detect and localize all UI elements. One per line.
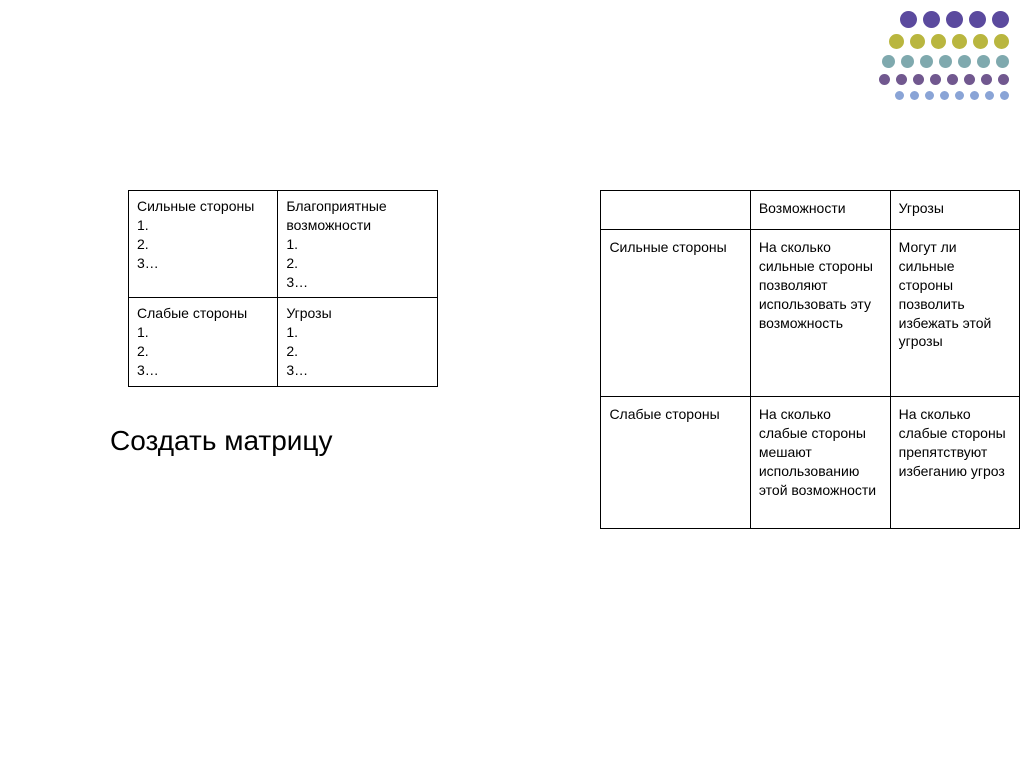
- matrix-cell-wo: На сколько слабые стороны мешают использ…: [750, 397, 890, 529]
- matrix-header-blank: [601, 191, 750, 230]
- decoration-dot: [996, 55, 1009, 68]
- slide-caption: Создать матрицу: [110, 425, 580, 457]
- decoration-dot: [947, 74, 958, 85]
- decoration-dot: [920, 55, 933, 68]
- decoration-dot: [940, 91, 949, 100]
- decoration-dot: [992, 11, 1009, 28]
- decoration-dot: [955, 91, 964, 100]
- decoration-dot: [879, 74, 890, 85]
- decoration-dot: [910, 34, 925, 49]
- swot-matrix-table: Возможности Угрозы Сильные стороны На ск…: [600, 190, 1020, 529]
- corner-dots-decoration: [876, 8, 1012, 103]
- decoration-dot: [994, 34, 1009, 49]
- slide-content: Сильные стороны 1. 2. 3… Благоприятные в…: [0, 190, 1024, 529]
- cell-threats: Угрозы 1. 2. 3…: [278, 298, 438, 387]
- matrix-cell-so: На сколько сильные стороны позволяют исп…: [750, 230, 890, 397]
- decoration-dot: [910, 91, 919, 100]
- decoration-dot: [913, 74, 924, 85]
- decoration-dot: [981, 74, 992, 85]
- matrix-rowlabel-weaknesses: Слабые стороны: [601, 397, 750, 529]
- decoration-dot: [946, 11, 963, 28]
- decoration-dot: [896, 74, 907, 85]
- decoration-dot: [958, 55, 971, 68]
- cell-strengths: Сильные стороны 1. 2. 3…: [129, 191, 278, 298]
- decoration-dot: [939, 55, 952, 68]
- decoration-dot: [895, 91, 904, 100]
- matrix-cell-st: Могут ли сильные стороны позволить избеж…: [890, 230, 1020, 397]
- decoration-dot: [970, 91, 979, 100]
- right-column: Возможности Угрозы Сильные стороны На ск…: [600, 190, 1024, 529]
- matrix-rowlabel-strengths: Сильные стороны: [601, 230, 750, 397]
- decoration-dot: [925, 91, 934, 100]
- decoration-dot: [931, 34, 946, 49]
- decoration-dot: [964, 74, 975, 85]
- decoration-dot: [882, 55, 895, 68]
- decoration-dot: [901, 55, 914, 68]
- decoration-dot: [930, 74, 941, 85]
- decoration-dot: [900, 11, 917, 28]
- decoration-dot: [977, 55, 990, 68]
- swot-input-table: Сильные стороны 1. 2. 3… Благоприятные в…: [128, 190, 438, 387]
- decoration-dot: [985, 91, 994, 100]
- decoration-dot: [998, 74, 1009, 85]
- decoration-dot: [952, 34, 967, 49]
- matrix-cell-wt: На сколько слабые стороны препятствуют и…: [890, 397, 1020, 529]
- cell-weaknesses: Слабые стороны 1. 2. 3…: [129, 298, 278, 387]
- left-column: Сильные стороны 1. 2. 3… Благоприятные в…: [0, 190, 580, 529]
- matrix-header-threats: Угрозы: [890, 191, 1020, 230]
- decoration-dot: [973, 34, 988, 49]
- matrix-header-opportunities: Возможности: [750, 191, 890, 230]
- cell-opportunities: Благоприятные возможности 1. 2. 3…: [278, 191, 438, 298]
- decoration-dot: [889, 34, 904, 49]
- decoration-dot: [923, 11, 940, 28]
- decoration-dot: [1000, 91, 1009, 100]
- decoration-dot: [969, 11, 986, 28]
